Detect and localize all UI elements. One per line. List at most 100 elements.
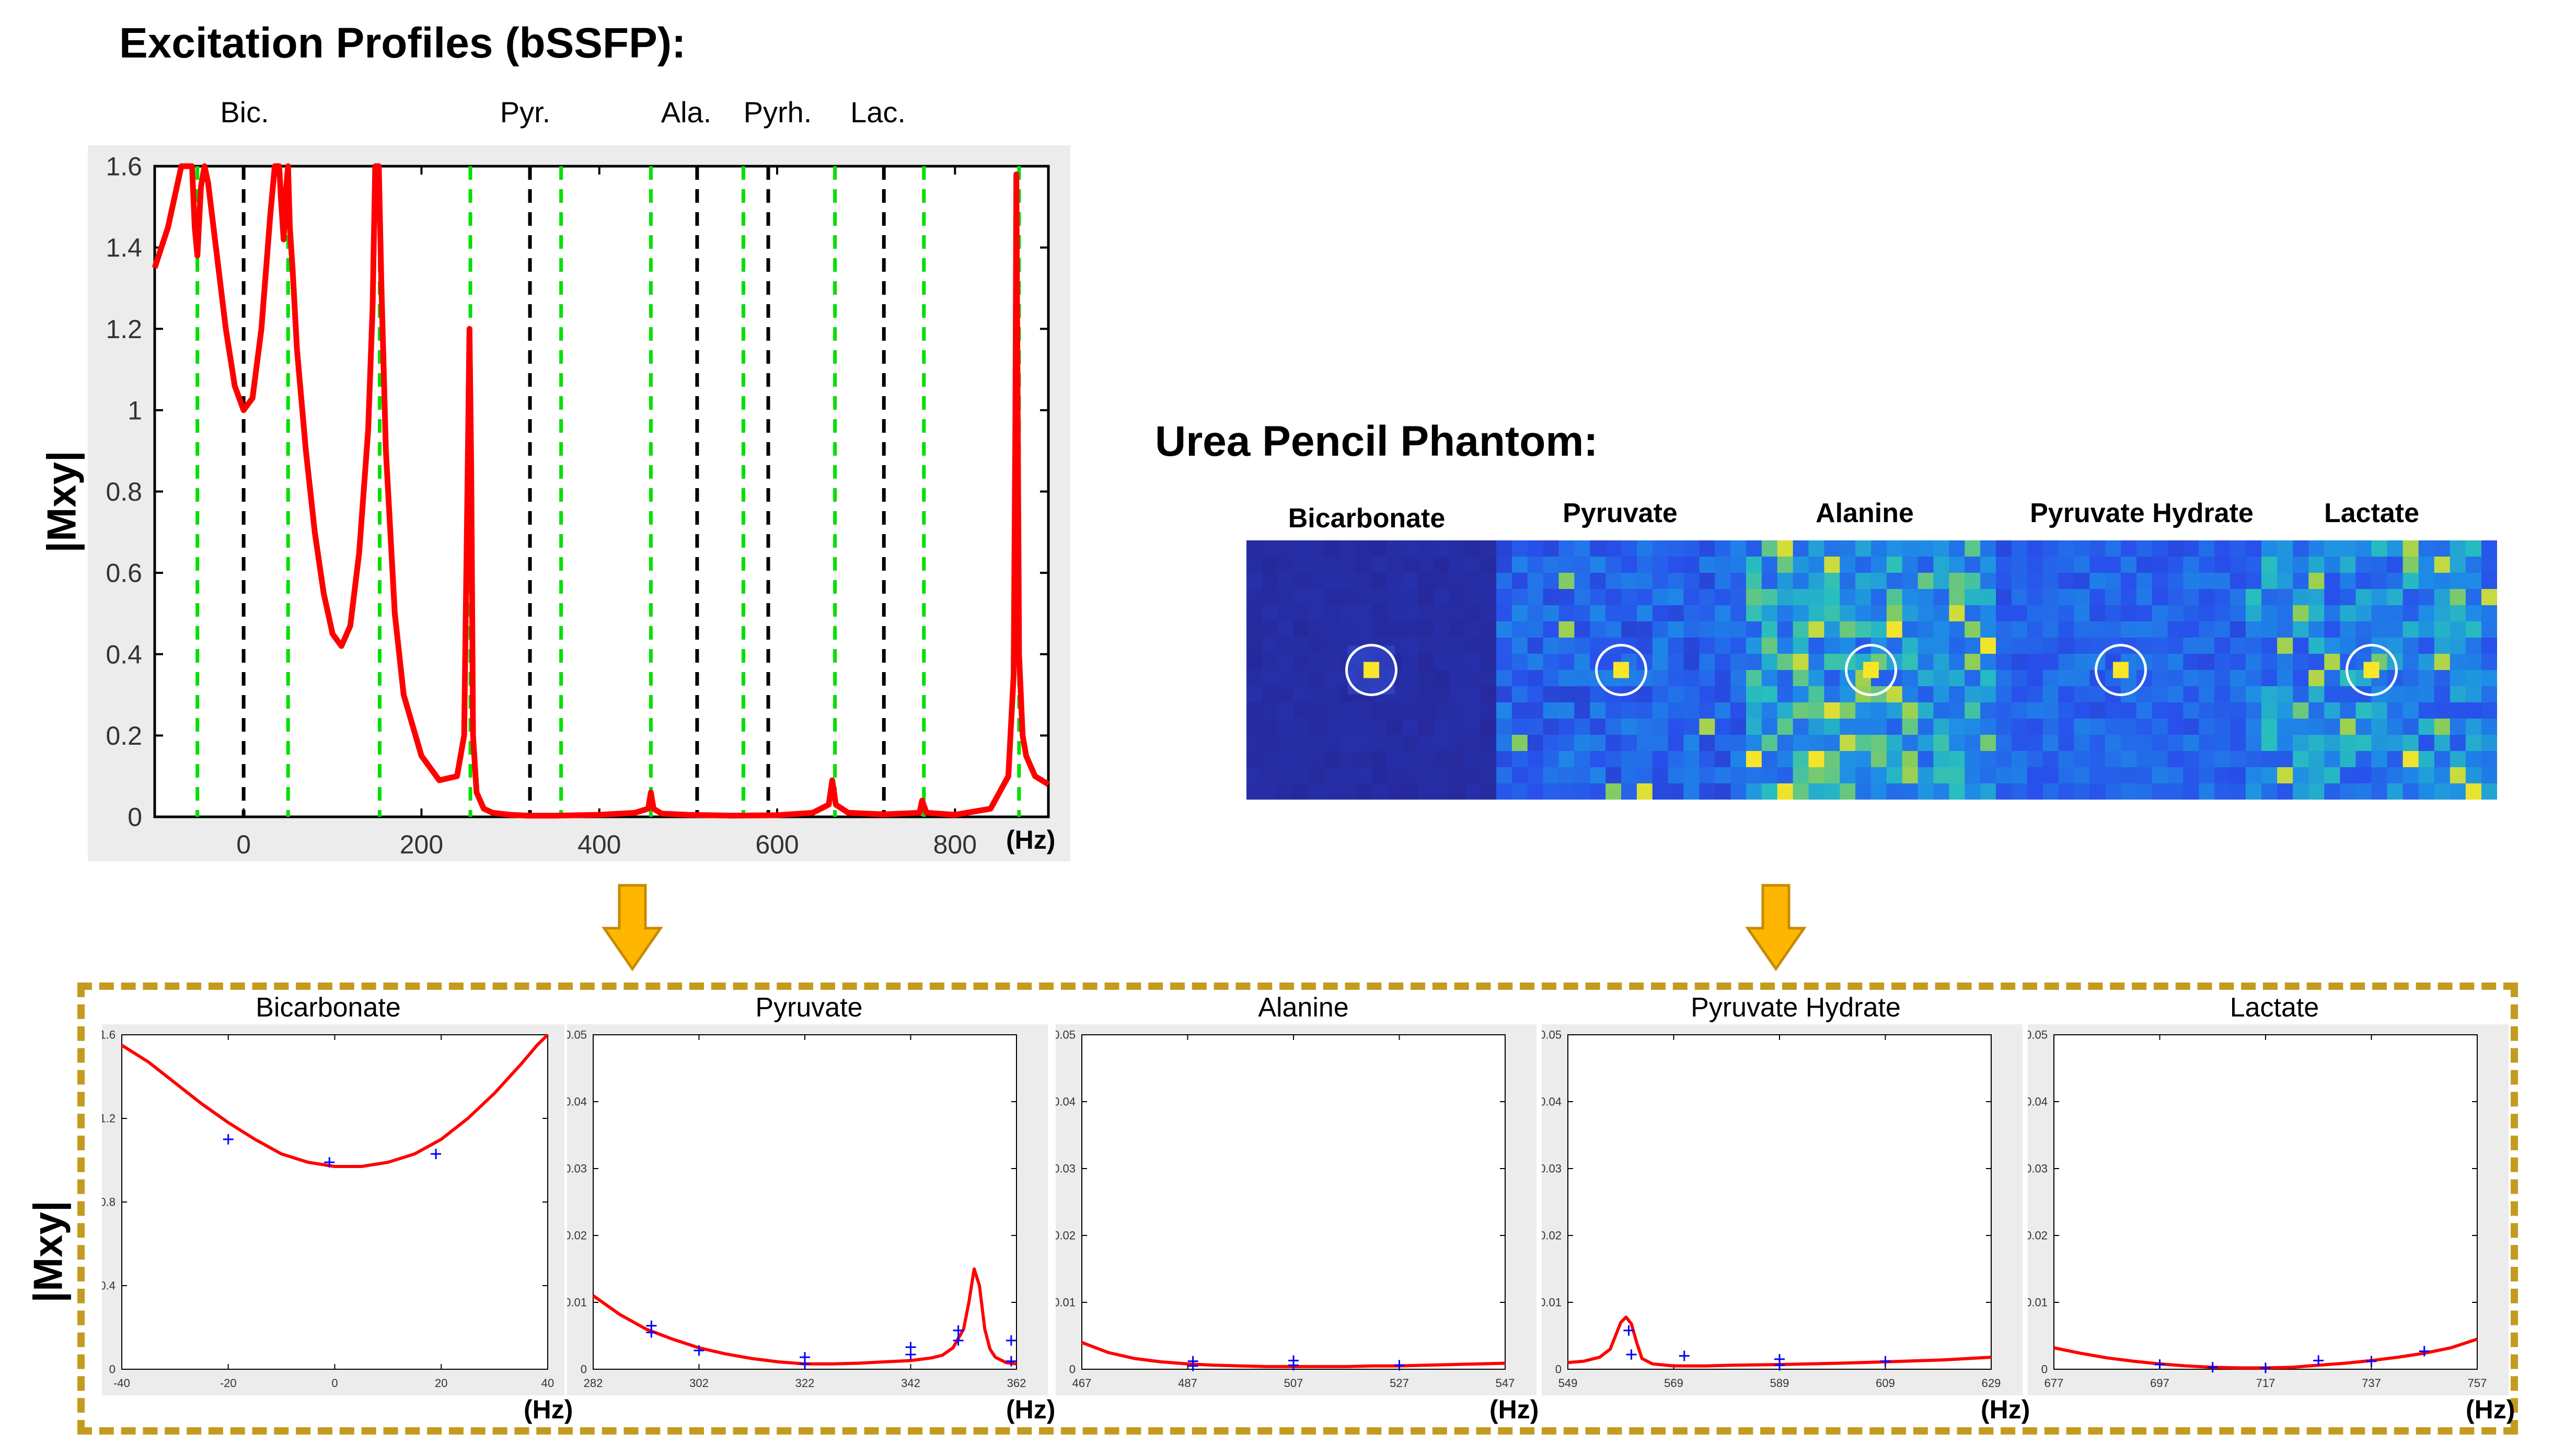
phantom-pixel xyxy=(1746,589,1762,606)
phantom-pixel xyxy=(2074,719,2090,735)
phantom-pixel xyxy=(2183,654,2199,671)
phantom-pixel xyxy=(2089,702,2106,719)
phantom-pixel xyxy=(1746,783,1762,800)
phantom-pixel xyxy=(1855,621,1872,638)
phantom-pixel xyxy=(2042,719,2059,735)
phantom-pixel xyxy=(2418,573,2435,590)
phantom-pixel xyxy=(2027,719,2043,735)
phantom-pixel xyxy=(1277,735,1294,752)
phantom-pixel xyxy=(1933,589,1949,606)
phantom-pixel xyxy=(2293,557,2309,573)
phantom-pixel xyxy=(2355,573,2372,590)
phantom-pixel xyxy=(1309,638,1325,654)
phantom-pixel xyxy=(1949,767,1965,784)
phantom-pixel xyxy=(1871,557,1887,573)
phantom-pixel xyxy=(1824,767,1840,784)
phantom-pixel xyxy=(1496,654,1512,671)
phantom-pixel xyxy=(2011,557,2028,573)
phantom-pixel xyxy=(1356,605,1372,622)
x-tick-label: 487 xyxy=(1178,1377,1197,1390)
phantom-pixel xyxy=(2027,557,2043,573)
x-tick-label: 737 xyxy=(2362,1377,2381,1390)
phantom-pixel xyxy=(1871,540,1887,557)
y-tick-label: 0 xyxy=(2041,1363,2048,1376)
phantom-pixel xyxy=(1949,751,1965,768)
phantom-pixel xyxy=(2199,686,2215,703)
phantom-pixel xyxy=(1808,686,1824,703)
phantom-pixel xyxy=(2481,605,2497,622)
phantom-pixel xyxy=(1777,557,1794,573)
phantom-pixel xyxy=(2481,686,2497,703)
phantom-pixel xyxy=(1965,783,1981,800)
phantom-pixel xyxy=(1511,638,1528,654)
phantom-pixel xyxy=(1668,719,1684,735)
phantom-pixel xyxy=(2371,573,2388,590)
phantom-pixel xyxy=(2246,638,2262,654)
phantom-pixel xyxy=(2324,621,2340,638)
phantom-pixel xyxy=(2277,783,2293,800)
phantom-pixel xyxy=(2434,589,2451,606)
phantom-pixel xyxy=(1558,573,1575,590)
phantom-pixel xyxy=(1824,638,1840,654)
phantom-pixel xyxy=(1340,589,1356,606)
phantom-pixel xyxy=(2434,573,2451,590)
phantom-pixel xyxy=(2308,589,2325,606)
x-tick-label: 547 xyxy=(1496,1377,1515,1390)
phantom-pixel xyxy=(1605,621,1622,638)
phantom-pixel xyxy=(1481,686,1496,703)
phantom-pixel xyxy=(2371,719,2388,735)
phantom-pixel xyxy=(1481,540,1496,557)
phantom-pixel xyxy=(1309,557,1325,573)
phantom-pixel xyxy=(1277,751,1294,768)
phantom-pixel xyxy=(2418,670,2435,687)
phantom-pixel xyxy=(2261,686,2278,703)
phantom-pixel xyxy=(1309,735,1325,752)
phantom-pixel xyxy=(1262,670,1278,687)
phantom-pixel xyxy=(1481,702,1496,719)
phantom-pixel xyxy=(1621,735,1637,752)
phantom-pixel xyxy=(1309,573,1325,590)
phantom-pixel xyxy=(2481,735,2497,752)
phantom-pixel xyxy=(2277,686,2293,703)
phantom-pixel xyxy=(2199,573,2215,590)
phantom-pixel xyxy=(1996,670,2012,687)
phantom-image-title-bicarbonate: Bicarbonate xyxy=(1288,503,1446,534)
phantom-pixel xyxy=(2434,557,2451,573)
phantom-pixel xyxy=(2324,702,2340,719)
phantom-pixel xyxy=(1933,557,1949,573)
metabolite-label-ala: Ala. xyxy=(661,96,712,129)
phantom-pixel xyxy=(1886,540,1903,557)
phantom-pixel xyxy=(2340,540,2356,557)
phantom-pixel xyxy=(2027,573,2043,590)
phantom-pixel xyxy=(2450,540,2466,557)
phantom-pixel xyxy=(1855,767,1872,784)
phantom-pixel xyxy=(1777,638,1794,654)
phantom-pixel xyxy=(1824,719,1840,735)
phantom-pixel xyxy=(2418,719,2435,735)
phantom-pixel xyxy=(1746,751,1762,768)
phantom-pixel xyxy=(1543,719,1559,735)
phantom-pixel xyxy=(2105,621,2121,638)
phantom-pixel xyxy=(2434,783,2451,800)
phantom-pixel xyxy=(1808,735,1824,752)
phantom-pixel xyxy=(1590,751,1606,768)
phantom-pixel xyxy=(1824,557,1840,573)
phantom-pixel xyxy=(1933,735,1949,752)
x-tick-label: 589 xyxy=(1770,1377,1789,1390)
phantom-pixel xyxy=(1636,589,1653,606)
phantom-pixel xyxy=(2058,621,2074,638)
phantom-pixel xyxy=(2183,719,2199,735)
phantom-pixel xyxy=(1590,702,1606,719)
phantom-pixel xyxy=(1730,621,1746,638)
phantom-pixel xyxy=(1793,540,1809,557)
x-tick-label: 200 xyxy=(400,830,443,859)
phantom-pixel xyxy=(2074,605,2090,622)
phantom-pixel xyxy=(1886,589,1903,606)
y-tick-label: 0.01 xyxy=(2028,1296,2048,1309)
phantom-pixel xyxy=(2089,735,2106,752)
phantom-pixel xyxy=(2074,589,2090,606)
phantom-pixel xyxy=(1840,783,1856,800)
phantom-pixel xyxy=(1871,702,1887,719)
phantom-pixel xyxy=(1527,638,1544,654)
phantom-pixel xyxy=(1902,638,1919,654)
